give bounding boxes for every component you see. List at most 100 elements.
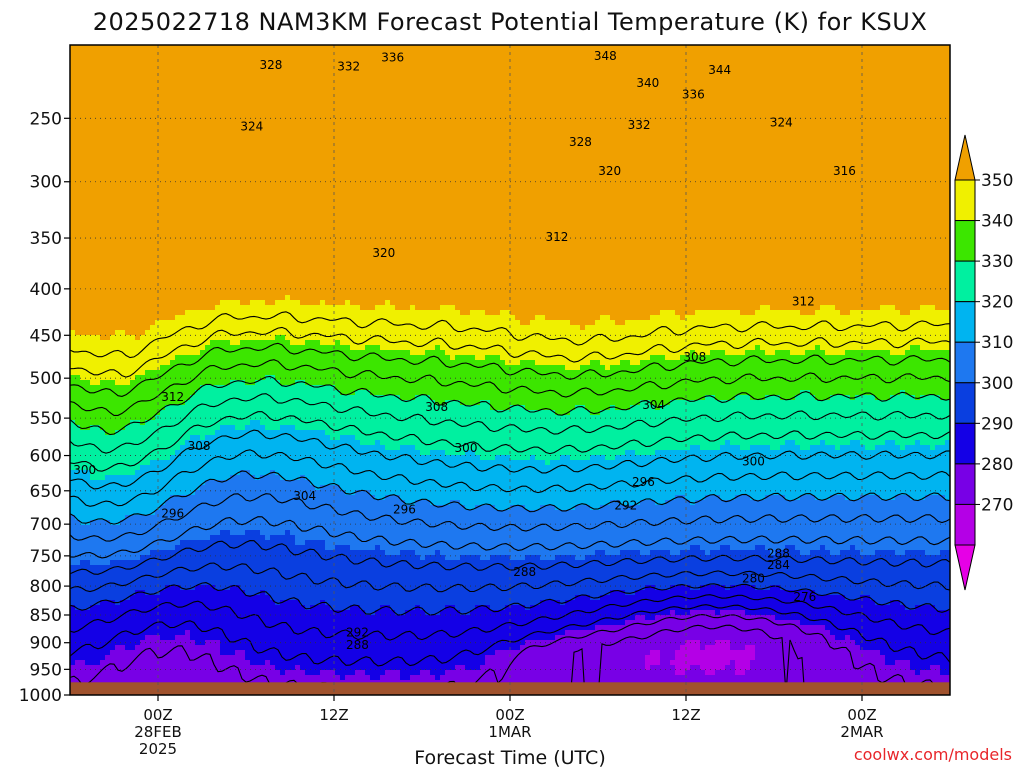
temperature-band-cell bbox=[620, 455, 626, 506]
temperature-band-cell bbox=[545, 320, 551, 366]
temperature-band-cell bbox=[485, 460, 491, 506]
temperature-band-cell bbox=[730, 585, 736, 611]
temperature-band-cell bbox=[585, 325, 591, 366]
temperature-band-cell bbox=[650, 315, 656, 356]
temperature-band-cell bbox=[935, 350, 941, 396]
temperature-band-cell bbox=[185, 540, 191, 591]
temperature-band-cell bbox=[105, 475, 111, 521]
temperature-band-cell bbox=[505, 365, 511, 411]
temperature-band-cell bbox=[250, 45, 256, 301]
temperature-band-cell bbox=[655, 45, 661, 316]
temperature-band-cell bbox=[525, 325, 531, 361]
temperature-band-cell bbox=[870, 650, 876, 695]
temperature-band-cell bbox=[920, 395, 926, 446]
temperature-band-cell bbox=[420, 310, 426, 356]
temperature-band-cell bbox=[630, 45, 636, 321]
temperature-band-cell bbox=[560, 320, 566, 366]
temperature-band-cell bbox=[340, 435, 346, 491]
temperature-band-cell bbox=[445, 605, 451, 671]
temperature-band-cell bbox=[845, 350, 851, 396]
temperature-band-cell bbox=[925, 495, 931, 556]
contour-label: 300 bbox=[73, 463, 96, 477]
temperature-band-cell bbox=[620, 360, 626, 411]
temperature-band-cell bbox=[680, 645, 686, 676]
temperature-band-cell bbox=[315, 490, 321, 541]
temperature-band-cell bbox=[535, 460, 541, 511]
isentrope-324k bbox=[70, 449, 950, 507]
temperature-band-cell bbox=[360, 490, 366, 551]
temperature-band-cell bbox=[380, 395, 386, 446]
temperature-band-cell bbox=[730, 650, 736, 661]
y-tick-label: 950 bbox=[30, 660, 62, 680]
temperature-bands bbox=[70, 45, 950, 695]
contour-label: 312 bbox=[792, 294, 815, 308]
temperature-band-cell bbox=[660, 355, 666, 406]
temperature-band-cell bbox=[480, 460, 486, 506]
temperature-band-cell bbox=[560, 415, 566, 456]
temperature-band-cell bbox=[870, 495, 876, 556]
temperature-band-cell bbox=[420, 500, 426, 561]
colorbar-tick-label: 310 bbox=[981, 333, 1013, 353]
temperature-band-cell bbox=[100, 340, 106, 381]
temperature-band-cell bbox=[505, 310, 511, 366]
temperature-band-cell bbox=[680, 550, 686, 586]
temperature-band-cell bbox=[745, 450, 751, 496]
temperature-band-cell bbox=[590, 600, 596, 631]
temperature-band-cell bbox=[120, 330, 126, 386]
temperature-band-cell bbox=[885, 500, 891, 551]
contour-label: 320 bbox=[598, 164, 621, 178]
temperature-band-cell bbox=[885, 550, 891, 606]
temperature-band-cell bbox=[550, 365, 556, 411]
temperature-band-cell bbox=[865, 350, 871, 396]
temperature-band-cell bbox=[625, 595, 631, 621]
temperature-band-cell bbox=[225, 590, 231, 656]
temperature-band-cell bbox=[595, 360, 601, 416]
contour-label: 348 bbox=[594, 49, 617, 63]
temperature-band-cell bbox=[385, 45, 391, 301]
temperature-band-cell bbox=[940, 350, 946, 401]
temperature-band-cell bbox=[815, 500, 821, 551]
temperature-band-cell bbox=[630, 320, 636, 366]
temperature-band-cell bbox=[925, 555, 931, 606]
x-tick-label: 1MAR bbox=[488, 723, 531, 741]
temperature-band-cell bbox=[770, 395, 776, 451]
temperature-band-cell bbox=[515, 560, 521, 606]
temperature-band-cell bbox=[860, 595, 866, 651]
temperature-band-cell bbox=[275, 475, 281, 536]
temperature-band-cell bbox=[645, 360, 651, 401]
temperature-band-cell bbox=[835, 495, 841, 556]
temperature-band-cell bbox=[540, 315, 546, 366]
temperature-band-cell bbox=[200, 540, 206, 586]
temperature-band-cell bbox=[400, 500, 406, 551]
temperature-band-cell bbox=[615, 455, 621, 501]
temperature-band-cell bbox=[705, 585, 711, 611]
temperature-band-cell bbox=[515, 405, 521, 461]
temperature-band-cell bbox=[390, 610, 396, 671]
temperature-band-cell bbox=[755, 45, 761, 311]
contour-label: 300 bbox=[455, 441, 478, 455]
temperature-band-cell bbox=[665, 590, 671, 616]
temperature-band-cell bbox=[170, 455, 176, 496]
temperature-band-cell bbox=[925, 350, 931, 396]
temperature-band-cell bbox=[285, 45, 291, 296]
temperature-band-cell bbox=[485, 505, 491, 561]
temperature-band-cell bbox=[470, 450, 476, 511]
isentrope-296k bbox=[70, 594, 950, 641]
temperature-band-cell bbox=[550, 45, 556, 321]
temperature-band-cell bbox=[870, 350, 876, 396]
temperature-band-cell bbox=[275, 45, 281, 301]
temperature-band-cell bbox=[890, 550, 896, 601]
temperature-band-cell bbox=[535, 45, 541, 316]
temperature-band-cell bbox=[205, 585, 211, 641]
temperature-band-cell bbox=[340, 45, 346, 306]
temperature-band-cell bbox=[540, 45, 546, 316]
contour-label: 324 bbox=[240, 119, 263, 133]
temperature-band-cell bbox=[445, 355, 451, 401]
temperature-band-cell bbox=[695, 445, 701, 501]
temperature-band-cell bbox=[645, 585, 651, 621]
temperature-band-cell bbox=[795, 590, 801, 621]
temperature-band-cell bbox=[465, 615, 471, 671]
temperature-band-cell bbox=[395, 45, 401, 311]
temperature-band-cell bbox=[865, 650, 871, 695]
